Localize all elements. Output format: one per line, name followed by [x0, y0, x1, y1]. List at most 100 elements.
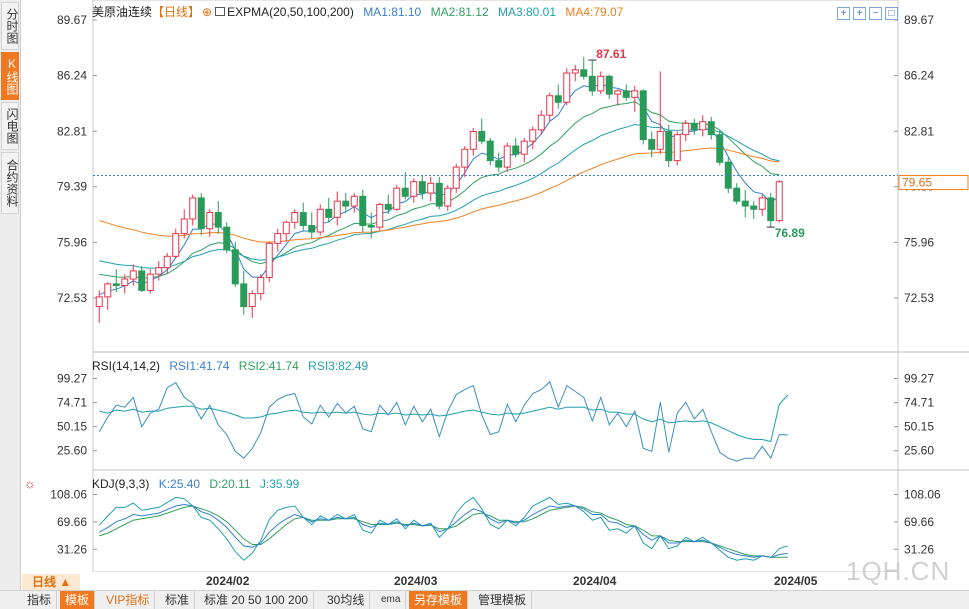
y-tick-label: 69.66 [904, 515, 934, 529]
tab-standard-ma[interactable]: 标准 20 50 100 200 [199, 591, 315, 609]
min-price-label: 76.89 [775, 226, 805, 240]
candle-body [435, 182, 443, 207]
crosshair-icon[interactable]: + [837, 7, 850, 20]
y-tick-label: 89.67 [57, 13, 87, 27]
kdj-name: KDJ(9,3,3) [92, 477, 150, 491]
candle-body [282, 221, 290, 235]
candle-body [503, 145, 511, 168]
y-tick-label: 72.53 [57, 291, 87, 305]
candle-body [478, 130, 486, 142]
candle-body [325, 208, 333, 218]
candle-body [563, 72, 571, 103]
tab-standard[interactable]: 标准 [160, 591, 196, 609]
candle-body [733, 187, 741, 202]
candle-body [112, 283, 120, 287]
y-tick-label: 108.06 [50, 488, 87, 502]
candle-body [469, 130, 477, 150]
candle-body [597, 75, 605, 92]
candle-body [546, 95, 554, 116]
candle-body [461, 148, 469, 168]
tab-kline[interactable]: K线图 [1, 52, 19, 100]
tab-flash[interactable]: 闪电图 [1, 102, 19, 150]
candle-body [452, 166, 460, 189]
candle-body [631, 90, 639, 98]
candle-body [342, 200, 350, 207]
candle-body [138, 270, 146, 291]
candle-body [155, 267, 163, 275]
candle-body [758, 197, 766, 210]
zoom-in-icon[interactable]: + [853, 7, 866, 20]
ma1-value: MA1:81.10 [363, 5, 422, 19]
period-label: 【日线】 [152, 5, 201, 19]
y-tick-label: 25.60 [904, 444, 934, 458]
tab-intraday[interactable]: 分时图 [1, 2, 19, 50]
candle-body [316, 208, 324, 233]
tab-ema[interactable]: ema [376, 591, 407, 609]
candle-body [308, 224, 316, 233]
settings-icon[interactable]: ⊕ [202, 5, 213, 19]
manage-templates-button[interactable]: 管理模板 [473, 591, 533, 609]
candle-body [614, 90, 622, 95]
period-selector[interactable]: 日线 ▲ [22, 574, 80, 590]
y-tick-label: 108.06 [904, 488, 941, 502]
instrument-name: 美原油连续 [92, 5, 153, 19]
maximize-icon[interactable]: □ [885, 7, 898, 20]
candle-body [257, 276, 265, 295]
candle-body [750, 205, 758, 210]
kdj-d-line [99, 505, 788, 558]
candle-body [367, 224, 375, 228]
candle-body [529, 129, 537, 142]
y-tick-label: 25.60 [57, 444, 87, 458]
tab-templates[interactable]: 模板 [60, 591, 96, 609]
candle-body [248, 293, 256, 308]
rsi3-line [99, 394, 789, 443]
y-tick-label: 75.96 [904, 235, 934, 249]
y-tick-label: 86.24 [57, 69, 87, 83]
candlestick-chart[interactable]: 89.6789.6786.2486.2482.8182.8179.3979.39… [20, 0, 969, 572]
candle-body [359, 195, 367, 226]
x-label: 2024/02 [206, 574, 250, 588]
x-label: 2024/04 [573, 574, 617, 588]
candle-body [444, 187, 452, 207]
y-tick-label: 99.27 [57, 372, 87, 386]
candle-body [537, 114, 545, 131]
tab-ma30[interactable]: 30均线 [322, 591, 371, 609]
y-tick-label: 79.39 [57, 180, 87, 194]
candle-body [699, 121, 707, 131]
rsi-name: RSI(14,14,2) [92, 359, 161, 373]
candle-body [197, 197, 205, 230]
y-tick-label: 82.81 [904, 124, 934, 138]
sun-icon[interactable]: ☼ [24, 476, 36, 491]
zoom-out-icon[interactable]: − [869, 7, 882, 20]
candle-body [673, 134, 681, 162]
candle-body [350, 195, 358, 207]
tab-indicators[interactable]: 指标 [22, 591, 58, 609]
candle-body [104, 283, 112, 298]
candle-body [682, 122, 690, 136]
chart-toolbar: + + − □ [837, 3, 901, 21]
kdj-header: KDJ(9,3,3) K:25.40 D:20.11 J:35.99 [92, 477, 305, 491]
k-value: K:25.40 [158, 477, 201, 491]
y-tick-label: 50.15 [904, 420, 934, 434]
candle-body [240, 283, 248, 308]
bottom-toolbar: 指标 模板 VIP指标 标准 标准 20 50 100 200 30均线 ema… [0, 590, 969, 609]
candle-body [333, 200, 341, 218]
candle-body [376, 203, 384, 228]
y-tick-label: 31.26 [904, 542, 934, 556]
tab-contract-info[interactable]: 合约资料 [1, 152, 19, 214]
candle-body [129, 270, 137, 280]
y-tick-label: 99.27 [904, 372, 934, 386]
plot-frame [92, 0, 899, 572]
candle-body [665, 130, 673, 162]
candle-body [775, 181, 783, 222]
current-price-box [898, 175, 969, 191]
tab-vip-indicators[interactable]: VIP指标 [101, 591, 156, 609]
candle-body [180, 218, 188, 235]
candle-body [588, 75, 596, 92]
candle-body [95, 296, 103, 308]
candle-body [384, 203, 392, 210]
save-template-button[interactable]: 另存模板 [409, 591, 469, 609]
rsi2-value: RSI2:41.74 [238, 359, 299, 373]
candle-body [214, 212, 222, 228]
ma3-line [99, 123, 780, 269]
